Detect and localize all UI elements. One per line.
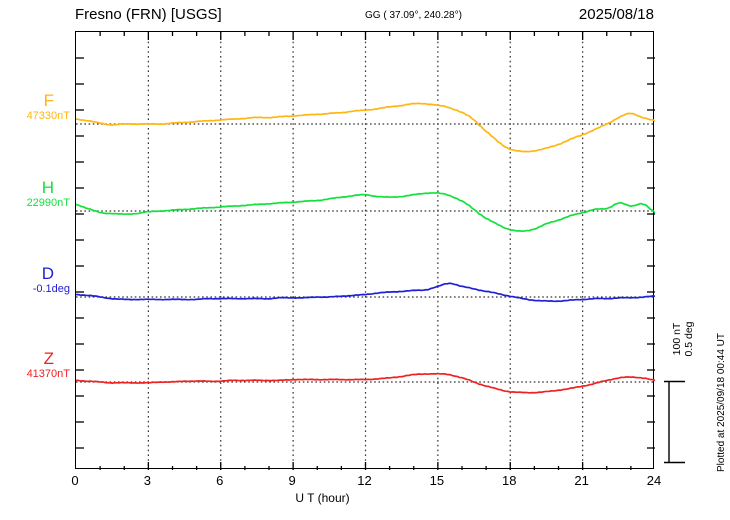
plot-area xyxy=(75,31,655,470)
trace-d xyxy=(76,282,655,303)
x-tick-0: 0 xyxy=(71,473,79,488)
observation-date: 2025/08/18 xyxy=(578,6,654,23)
trace-component-h: H xyxy=(41,178,54,197)
trace-lines xyxy=(76,102,655,394)
x-axis-title-text: U T (hour) xyxy=(295,491,350,505)
x-tick-12: 12 xyxy=(357,473,372,488)
trace-label-d: D -0.1deg xyxy=(0,265,72,296)
x-tick-24: 24 xyxy=(646,473,662,488)
scale-bar-deg: 0.5 deg xyxy=(682,321,695,357)
scale-bar-text: 100 nT 0.5 deg xyxy=(671,296,695,382)
trace-baseline-h: 22990nT xyxy=(26,197,70,209)
vertical-gridlines xyxy=(147,32,584,470)
scale-bar xyxy=(663,378,689,466)
trace-label-z: Z 41370nT xyxy=(0,350,72,381)
trace-baseline-z: 41370nT xyxy=(26,368,70,380)
axis-ticks xyxy=(76,32,655,470)
x-tick-9: 9 xyxy=(288,473,296,488)
scale-bar-graphic xyxy=(664,380,685,464)
trace-component-z: Z xyxy=(43,349,54,368)
x-tick-21: 21 xyxy=(574,473,589,488)
x-tick-18: 18 xyxy=(502,473,517,488)
scale-bar-nt: 100 nT xyxy=(671,322,683,356)
x-tick-3: 3 xyxy=(143,473,151,488)
chart-header: Fresno (FRN) [USGS] GG ( 37.09°, 240.28°… xyxy=(75,6,654,28)
trace-baseline-f: 47330nT xyxy=(26,110,70,122)
x-axis-tick-labels: 0 3 6 9 12 15 18 21 24 xyxy=(0,473,730,489)
geographic-coordinates: GG ( 37.09°, 240.28°) xyxy=(365,10,462,21)
magnetogram-traces xyxy=(76,32,655,470)
trace-component-d: D xyxy=(41,264,54,283)
plotted-at-timestamp: Plotted at 2025/09/18 00:44 UT xyxy=(716,333,727,472)
trace-baseline-d: -0.1deg xyxy=(32,283,70,295)
trace-z xyxy=(76,372,655,394)
trace-f xyxy=(76,102,655,153)
x-tick-15: 15 xyxy=(429,473,445,488)
x-axis-title: U T (hour) xyxy=(0,491,730,505)
trace-h xyxy=(76,191,655,233)
trace-label-f: F 47330nT xyxy=(0,92,72,123)
x-tick-6: 6 xyxy=(216,473,224,488)
trace-component-f: F xyxy=(43,91,54,110)
station-title: Fresno (FRN) [USGS] xyxy=(75,6,222,23)
trace-label-h: H 22990nT xyxy=(0,179,72,210)
